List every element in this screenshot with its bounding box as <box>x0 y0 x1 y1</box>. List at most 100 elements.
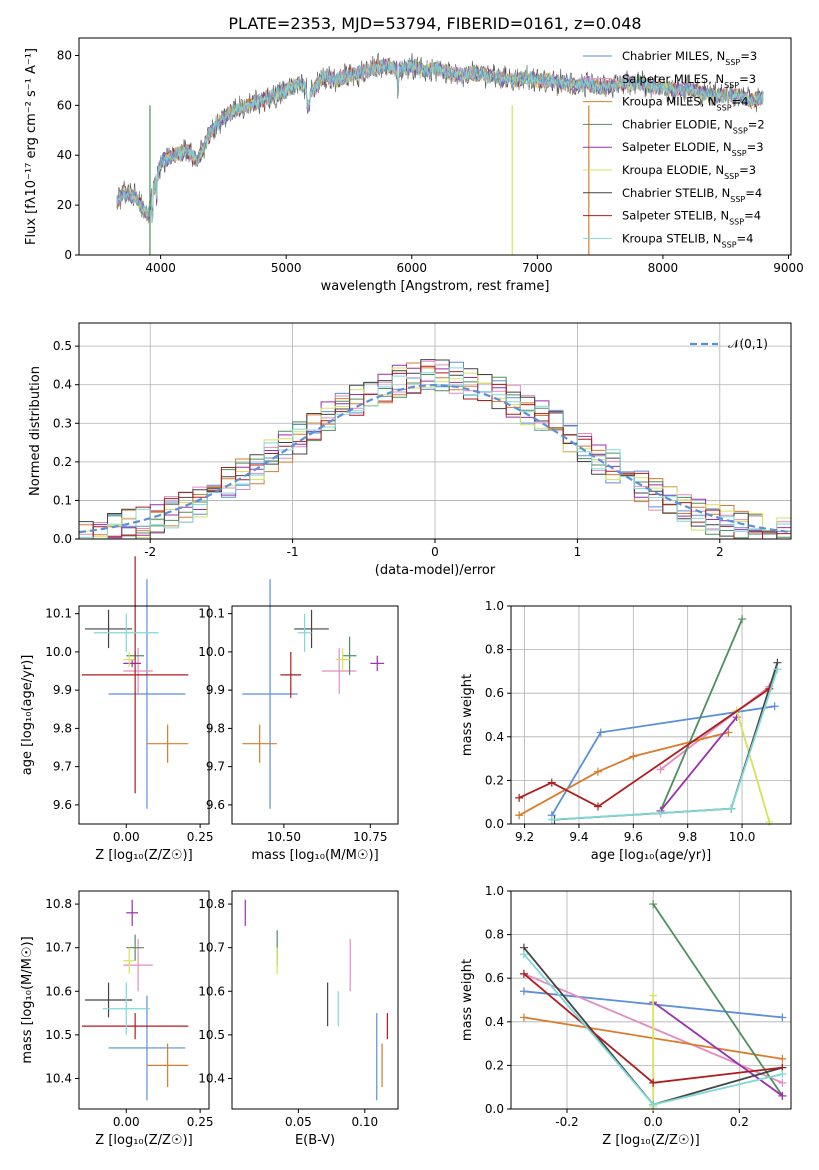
y-tick-label: 9.8 <box>206 721 225 735</box>
mass-weight-marker <box>765 817 774 826</box>
mass-weight-marker <box>724 728 733 737</box>
y-tick-label: 10.1 <box>198 607 225 621</box>
mass-weight-series-4 <box>659 716 738 812</box>
y-tick-label: 0.6 <box>485 971 504 985</box>
y-tick-label: 0.0 <box>53 532 72 546</box>
mass-weight-vs-age-panel: 9.2 9.4 9.6 9.8 10.0 0.0 0.2 0.4 0.6 0.8 1.0 age [l… <box>460 599 792 863</box>
x-tick-label: 0.00 <box>113 830 140 844</box>
mass-weight-marker <box>515 793 524 802</box>
y-tick-label: 9.7 <box>53 760 72 774</box>
x-tick-label: 10.50 <box>267 830 301 844</box>
y-axis-label: Normed distribution <box>28 366 43 496</box>
mass-weight-marker <box>778 1070 787 1079</box>
axes-frame <box>78 890 210 1110</box>
legend-entry: Kroupa ELODIE, NSSP=3 <box>622 163 756 181</box>
y-tick-label: 10.5 <box>45 1028 72 1042</box>
legend-entry: Chabrier MILES, NSSP=3 <box>622 49 757 67</box>
x-axis-label: wavelength [Angstrom, rest frame] <box>321 279 550 294</box>
y-axis-label: mass [log₁₀(M/M☉)] <box>20 936 35 1063</box>
mass-weight-series-2 <box>518 731 729 817</box>
x-tick-label: 0.10 <box>351 1115 378 1129</box>
figure-title: PLATE=2353, MJD=53794, FIBERID=0161, z=0… <box>228 14 641 33</box>
y-tick-label: 0.4 <box>53 378 72 392</box>
y-tick-label: 0.2 <box>53 455 72 469</box>
y-tick-label: 0.3 <box>53 416 72 430</box>
x-axis-label: Z [log₁₀(Z/Z☉)] <box>95 1133 192 1148</box>
y-tick-label: 0.8 <box>485 928 504 942</box>
x-tick-label: 9.8 <box>678 830 697 844</box>
y-tick-label: 10.4 <box>45 1071 72 1085</box>
y-tick-label: 9.9 <box>53 683 72 697</box>
x-axis-label: age [log₁₀(age/yr)] <box>591 848 712 863</box>
x-tick-label: 9.6 <box>624 830 643 844</box>
x-tick-label: 0.0 <box>644 1115 663 1129</box>
y-tick-label: 9.8 <box>53 721 72 735</box>
histogram-series-6 <box>79 359 791 539</box>
mass-weight-marker <box>649 900 658 909</box>
legend-entry: Salpeter MILES, NSSP=3 <box>622 72 756 90</box>
y-tick-label: 40 <box>57 148 72 162</box>
mass-weight-marker <box>778 1013 787 1022</box>
y-tick-label: 0.8 <box>485 643 504 657</box>
x-tick-label: 10.75 <box>353 830 387 844</box>
x-tick-label: 0.00 <box>113 1115 140 1129</box>
mass-weight-marker <box>547 815 556 824</box>
y-tick-label: 9.7 <box>206 760 225 774</box>
mass-vs-Z-panel: 0.00 0.25 10.4 10.5 10.6 10.7 10.8 Z [log₁₀(Z/Z… <box>20 890 213 1148</box>
y-tick-label: 10.5 <box>198 1028 225 1042</box>
legend-entry: Salpeter STELIB, NSSP=4 <box>622 209 761 227</box>
mass-weight-marker <box>773 665 782 674</box>
mass-weight-marker <box>778 1054 787 1063</box>
mass-weight-marker <box>770 702 779 711</box>
spectrum-lines <box>116 52 764 255</box>
x-tick-label: 7000 <box>522 261 553 275</box>
y-tick-label: 0.2 <box>485 773 504 787</box>
y-tick-label: 1.0 <box>485 599 504 613</box>
x-axis-label: mass [log₁₀(M/M☉)] <box>251 848 378 863</box>
axes-frame <box>231 890 399 1110</box>
x-tick-label: -0.2 <box>555 1115 578 1129</box>
y-tick-label: 10.7 <box>45 941 72 955</box>
y-tick-label: 0.1 <box>53 493 72 507</box>
y-tick-label: 10.6 <box>198 984 225 998</box>
axes-frame <box>510 605 792 825</box>
normal-reference-curve <box>79 383 791 534</box>
mass-weight-marker <box>629 752 638 761</box>
x-tick-label: 9000 <box>773 261 804 275</box>
mass-weight-series-5 <box>735 710 771 823</box>
mass-weight-marker <box>649 1100 658 1109</box>
x-axis-label: Z [log₁₀(Z/Z☉)] <box>602 1133 699 1148</box>
x-tick-label: 6000 <box>396 261 427 275</box>
y-tick-label: 10.4 <box>198 1071 225 1085</box>
y-tick-label: 0.4 <box>485 1015 504 1029</box>
mass-weight-marker <box>547 778 556 787</box>
legend-entry: Salpeter ELODIE, NSSP=3 <box>622 140 764 158</box>
legend-entry: Chabrier ELODIE, NSSP=2 <box>622 117 765 135</box>
y-axis-label: Flux [fλ10⁻¹⁷ erg cm⁻² s⁻¹ A⁻¹] <box>24 48 39 245</box>
y-axis-label: age [log₁₀(age/yr)] <box>20 655 35 776</box>
x-tick-label: 0 <box>431 545 439 559</box>
mass-weight-marker <box>778 1078 787 1087</box>
spectrum-legend: Chabrier MILES, NSSP=3 Salpeter MILES, NS… <box>583 49 765 249</box>
x-tick-label: 1 <box>574 545 582 559</box>
y-tick-label: 0.0 <box>485 1102 504 1116</box>
axes-frame <box>78 37 792 256</box>
y-tick-label: 0.5 <box>53 339 72 353</box>
mass-weight-marker <box>519 987 528 996</box>
x-tick-label: 0.2 <box>730 1115 749 1129</box>
mass-weight-marker <box>738 615 747 624</box>
y-tick-label: 80 <box>57 48 72 62</box>
mass-weight-marker <box>727 804 736 813</box>
spectrum-series-8 <box>116 59 764 224</box>
legend-entry: Kroupa STELIB, NSSP=4 <box>622 231 753 249</box>
x-tick-label: 5000 <box>271 261 302 275</box>
y-tick-label: 10.1 <box>45 607 72 621</box>
y-tick-label: 0.0 <box>485 817 504 831</box>
axes-frame <box>78 322 792 540</box>
histogram-series-8 <box>79 367 791 539</box>
y-tick-label: 10.0 <box>45 645 72 659</box>
y-tick-label: 9.6 <box>206 798 225 812</box>
y-tick-label: 0.2 <box>485 1058 504 1072</box>
mass-weight-marker <box>656 809 665 818</box>
x-tick-label: 10.0 <box>729 830 756 844</box>
